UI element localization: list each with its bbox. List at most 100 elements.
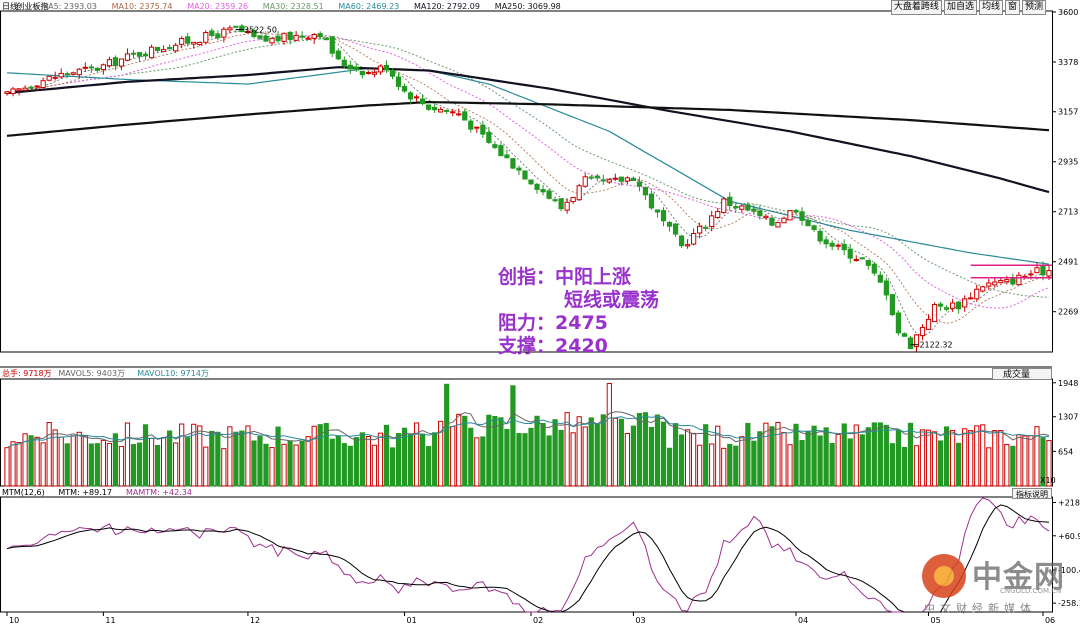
volume-bar [907,422,914,487]
volume-bar [980,424,986,487]
volume-bar [311,425,317,487]
price-tick-label: 3157 [1058,108,1078,117]
legend-item: MA20: 2359.26 [187,2,248,11]
candle [630,177,637,182]
candle [293,34,299,41]
candle [588,176,594,179]
candle [305,37,311,40]
candle [456,113,462,116]
candle [419,98,426,105]
volume-bar [28,435,34,487]
annotation-line-2: 短线或震荡 [564,289,660,311]
volume-bar [40,442,46,487]
volume-bar [359,432,365,487]
candle [341,59,347,67]
ma10-line [6,32,1050,324]
add-watchlist-button[interactable]: 加自选 [943,0,977,15]
candle [1028,273,1034,276]
candle [763,215,769,219]
candle [919,327,926,337]
candle [721,198,727,213]
volume-bar [1040,437,1046,487]
volume-bar [221,448,227,487]
candle [88,66,94,69]
volume-selector[interactable]: 成交量 [992,368,1052,380]
candle [46,75,52,81]
volume-bar [974,425,980,487]
annotation-line-1: 创指：中阳上涨 [498,266,632,288]
volume-bar [197,425,203,487]
candle [299,35,305,38]
volume-bar [1016,434,1022,487]
volume-bar [877,422,883,487]
forecast-button[interactable]: 预测 [1021,0,1046,15]
volume-bar [546,435,552,487]
mtm-panel-frame [0,496,1053,613]
volume-bar [4,447,10,487]
mtm-legend-item: MTM(12,6) [2,488,45,497]
candle [811,225,817,230]
volume-bar [745,422,751,487]
candle [956,301,962,310]
candle [118,58,125,67]
candle [727,196,733,207]
volume-bar [389,447,396,487]
candle [841,244,847,251]
volume-bar [685,429,691,487]
candle [263,35,269,42]
volume-bar [1046,440,1052,487]
legend-item: 创业板指 [16,1,48,11]
volume-bar [492,416,498,487]
volume-bar [106,442,113,487]
candle [10,88,16,94]
price-tick-label: 3378 [1058,58,1078,67]
indicator-help-button[interactable]: 指标说明 [1012,488,1052,499]
price-tick-label: 2269 [1058,308,1078,317]
volume-bar [413,422,420,487]
candle [438,108,444,113]
volume-bar [112,433,119,487]
ma-settings-button[interactable]: 均线 [978,0,1003,15]
candle [480,124,486,135]
candle [709,215,715,227]
volume-bar [763,422,769,487]
candle [203,32,209,43]
volume-bar [636,412,643,487]
candle [94,67,100,71]
candle [287,31,293,41]
candle [124,53,131,61]
volume-bar [865,427,871,487]
volume-bar [46,421,52,487]
market-overlay-button[interactable]: 大盘着跨线 [890,0,942,15]
ma30-line [6,37,1050,298]
candle [757,210,763,217]
volume-bar [883,424,889,487]
candle [612,177,618,180]
candle [528,179,534,185]
candle [317,33,323,38]
candle [100,64,106,70]
volume-bar [432,432,438,487]
volume-bar [552,419,558,487]
low-label: 2122.32 [919,341,952,350]
volume-bar [516,433,522,487]
volume-bar [733,445,739,487]
volume-bar [624,432,630,487]
candle [805,220,811,227]
candle [215,33,221,39]
window-button[interactable]: 窗 [1004,0,1020,15]
volume-bar [70,435,76,487]
candle [642,187,649,196]
candle [221,28,227,38]
volume-bar [540,423,546,487]
x-tick-label: 12 [250,616,260,625]
candle [564,201,570,211]
candle [522,170,528,180]
candle [943,307,950,310]
volume-legend-item: 总手: 9718万 [2,368,52,378]
candle [992,281,998,286]
volume-bar [76,431,82,487]
x-tick-label: 11 [105,616,115,625]
legend-item: MA120: 2792.09 [414,2,480,11]
candle [1010,278,1016,285]
